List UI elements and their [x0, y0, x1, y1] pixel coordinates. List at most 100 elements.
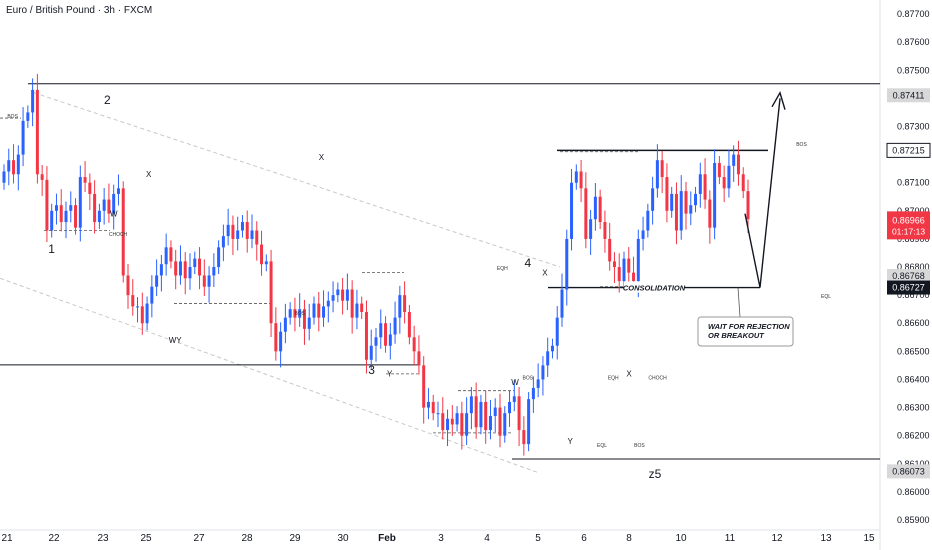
candle-body [155, 275, 159, 287]
candle-body [732, 154, 736, 166]
candle-body [608, 238, 612, 262]
candle-body [345, 289, 349, 301]
y-tick-label: 0.86800 [897, 262, 930, 272]
candle-body [603, 222, 607, 239]
candle-body [88, 182, 92, 194]
candle-body [212, 267, 216, 276]
candle-body [369, 345, 373, 360]
candle-body [16, 154, 20, 175]
candle-body [450, 418, 454, 425]
x-tick-label: 23 [97, 533, 109, 544]
candle-body [698, 174, 702, 194]
candle-body [26, 112, 30, 121]
candle-body [522, 430, 526, 445]
candle-body [355, 303, 359, 318]
candle-body [407, 312, 411, 338]
symbol-title: Euro / British Pound · 3h · FXCM [6, 5, 153, 16]
candle-body [612, 261, 616, 268]
candle-body [598, 196, 602, 223]
candle-body [107, 199, 111, 214]
candle-body [35, 89, 39, 175]
candle-body [78, 177, 82, 228]
candle-body [617, 267, 621, 282]
candle-body [183, 261, 187, 279]
x-tick-label: 13 [820, 533, 832, 544]
candle-body [488, 416, 492, 431]
candle-body [384, 323, 388, 346]
candle-body [198, 258, 202, 276]
candle-body [102, 199, 106, 211]
candle-body [393, 317, 397, 335]
structure-label: BOS [796, 142, 807, 148]
candle-body [388, 334, 392, 346]
candle-body [398, 295, 402, 318]
candle-body [7, 160, 11, 172]
candle-body [579, 171, 583, 189]
y-tick-label: 0.87500 [897, 65, 930, 75]
candle-body [679, 191, 683, 231]
wave-label: 2 [104, 93, 111, 107]
wave-label: z5 [649, 467, 662, 481]
candle-body [527, 399, 531, 445]
structure-label: EQL [821, 294, 831, 300]
price-label: 0.86768 [892, 271, 925, 281]
wave-label: Y [387, 370, 393, 379]
note-line: WAIT FOR REJECTION [708, 322, 790, 331]
candle-body [465, 413, 469, 436]
candle-body [412, 337, 416, 352]
candle-body [178, 261, 182, 276]
candle-body [646, 210, 650, 231]
candle-body [503, 413, 507, 436]
candle-body [565, 238, 569, 290]
candle-body [474, 396, 478, 428]
price-label: 0.87215 [892, 145, 925, 155]
y-tick-label: 0.87700 [897, 9, 930, 19]
x-tick-label: 28 [241, 533, 253, 544]
y-tick-label: 0.86700 [897, 290, 930, 300]
x-tick-label: 30 [337, 533, 349, 544]
y-tick-label: 0.86300 [897, 403, 930, 413]
candle-body [64, 210, 68, 223]
candle-body [336, 289, 340, 296]
candle-body [350, 289, 354, 318]
candle-body [50, 210, 54, 231]
candle-body [322, 306, 326, 318]
candle-body [622, 258, 626, 282]
candle-body [479, 401, 483, 428]
x-tick-label: 11 [725, 533, 736, 544]
candle-body [736, 154, 740, 175]
candle-body [231, 224, 235, 239]
structure-label: EQH [497, 266, 508, 272]
candle-body [627, 258, 631, 273]
candle-body [546, 351, 550, 366]
candle-body [722, 177, 726, 189]
candle-body [455, 413, 459, 425]
candle-body [260, 244, 264, 265]
candle-body [446, 418, 450, 431]
candle-body [207, 275, 211, 287]
last-price-value: 0.86966 [892, 215, 925, 225]
candle-body [217, 247, 221, 268]
candle-body [555, 317, 559, 346]
candle-body [570, 182, 574, 239]
candle-body [255, 230, 259, 245]
candle-body [422, 365, 426, 408]
x-tick-label: 15 [863, 533, 875, 544]
projection-arrow [744, 98, 781, 288]
candle-body [54, 205, 58, 211]
candle-body [469, 396, 473, 414]
candle-body [655, 160, 659, 189]
candle-body [431, 401, 435, 414]
candle-body [717, 163, 721, 178]
candle-body [293, 309, 297, 318]
candle-body [636, 238, 640, 282]
candle-body [379, 323, 383, 338]
candle-body [574, 171, 578, 183]
candle-body [665, 177, 669, 211]
candle-body [517, 396, 521, 431]
structure-label: BOS [634, 443, 645, 449]
candle-body [116, 188, 120, 194]
candle-body [188, 267, 192, 279]
candle-body [331, 295, 335, 301]
